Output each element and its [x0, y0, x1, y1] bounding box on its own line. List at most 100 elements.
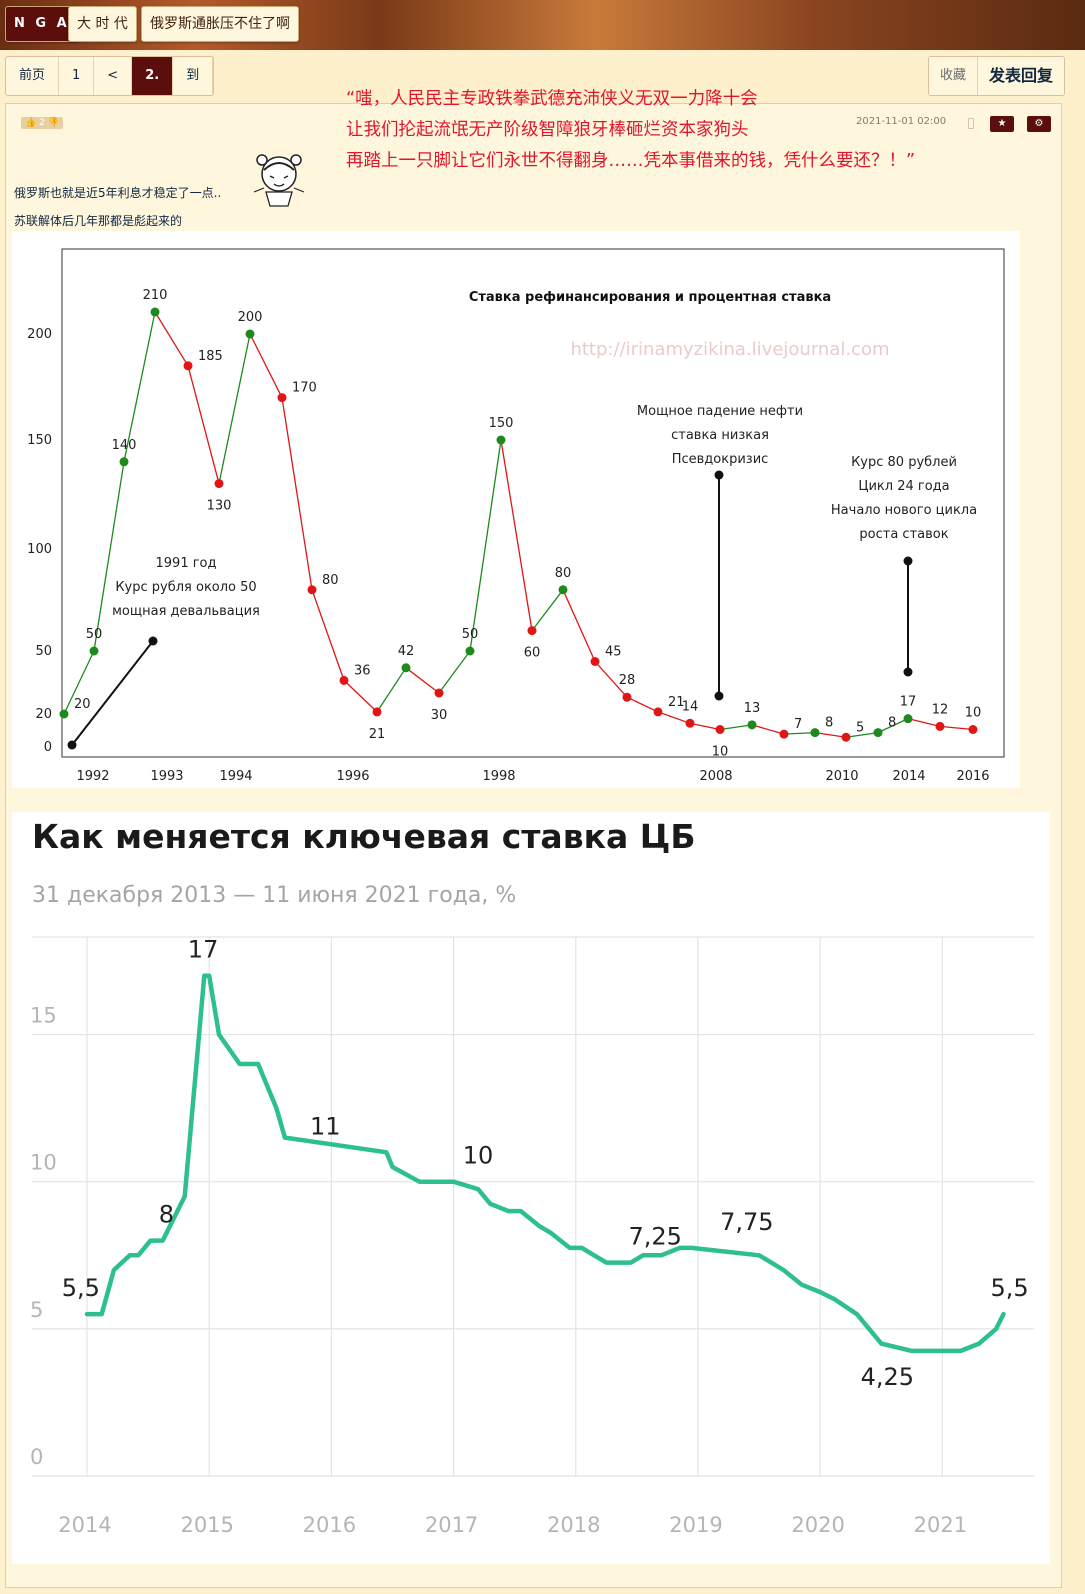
- series-segment: [877, 718, 909, 734]
- series-segment: [218, 333, 251, 484]
- favorite-button[interactable]: 收藏: [929, 57, 978, 95]
- data-point: [873, 728, 883, 738]
- phone-icon: [968, 118, 974, 129]
- reply-button[interactable]: 发表回复: [988, 66, 1053, 85]
- nga-logo[interactable]: N G A: [5, 6, 79, 42]
- breadcrumb-thread[interactable]: 俄罗斯通胀压不住了啊: [141, 6, 299, 42]
- data-point: [968, 725, 978, 734]
- x-tick-label: 1992: [76, 769, 109, 784]
- quote-line: “嗤，人民民主专政铁拳武德充沛侠义无双一力降十会: [346, 89, 758, 109]
- y-tick-label: 5: [30, 1298, 43, 1322]
- chart-title: Ставка рефинансирования и процентная ста…: [469, 290, 831, 305]
- data-point: [622, 692, 632, 702]
- data-point: [903, 714, 913, 724]
- x-tick-label: 2016: [956, 769, 989, 784]
- y-tick-label: 0: [44, 740, 52, 755]
- data-label: 8: [825, 716, 833, 731]
- gear-icon[interactable]: ⚙: [1027, 116, 1051, 132]
- plot-frame: [61, 248, 1005, 758]
- x-tick-label: 2016: [303, 1513, 356, 1537]
- x-tick-label: 1998: [482, 769, 515, 784]
- data-label: 4,25: [861, 1363, 914, 1391]
- data-point: [59, 709, 69, 719]
- data-label: 210: [143, 288, 168, 303]
- x-tick-label: 1996: [336, 769, 369, 784]
- data-label: 13: [744, 701, 761, 716]
- quote-line: 让我们抡起流氓无产阶级智障狼牙棒砸烂资本家狗头: [346, 120, 749, 140]
- series-segment: [626, 696, 659, 713]
- star-icon[interactable]: ★: [990, 116, 1014, 132]
- series-segment: [343, 679, 378, 713]
- annotation-line: [71, 640, 154, 746]
- data-label: 5: [856, 720, 864, 735]
- thumbs-down-icon: 👎: [47, 118, 59, 128]
- data-label: 21: [369, 727, 386, 742]
- data-point: [89, 646, 99, 656]
- series-segment: [783, 731, 816, 735]
- like-badge[interactable]: 👍 2 👎: [21, 117, 63, 129]
- refinancing-rate-chart: Ставка рефинансирования и процентная ста…: [12, 231, 1020, 788]
- data-label: 5,5: [62, 1274, 100, 1302]
- data-label: 60: [524, 646, 541, 661]
- data-point: [590, 657, 600, 666]
- data-label: 14: [682, 699, 699, 714]
- pager-goto[interactable]: 到: [173, 57, 214, 95]
- like-count: 2: [39, 118, 45, 128]
- annotation-point: [714, 470, 724, 480]
- data-label: 80: [322, 573, 339, 588]
- annotation-text: Курс 80 рублей: [851, 455, 957, 470]
- data-point: [307, 585, 317, 595]
- data-label: 28: [619, 673, 636, 688]
- y-tick-label: 0: [30, 1445, 43, 1469]
- series-segment: [123, 311, 156, 462]
- data-point: [119, 457, 129, 467]
- series-segment: [907, 718, 941, 728]
- series-segment: [154, 311, 189, 367]
- x-tick-label: 1994: [219, 769, 252, 784]
- annotation-point: [67, 740, 77, 750]
- data-label: 45: [605, 645, 622, 660]
- data-label: 130: [207, 499, 232, 514]
- data-label: 170: [292, 381, 317, 396]
- data-label: 10: [965, 706, 982, 721]
- series-segment: [594, 661, 628, 698]
- series-segment: [405, 667, 440, 694]
- y-tick-label: 150: [27, 433, 52, 448]
- pager-first[interactable]: 前页: [6, 57, 60, 95]
- data-point: [150, 307, 160, 317]
- data-label: 200: [238, 310, 263, 325]
- x-tick-label: 1993: [150, 769, 183, 784]
- x-tick-label: 2008: [699, 769, 732, 784]
- annotation-text: Псевдокризис: [672, 452, 769, 467]
- data-point: [214, 479, 224, 489]
- y-tick-label: 100: [27, 542, 52, 557]
- series-segment: [845, 731, 879, 738]
- x-tick-label: 2010: [825, 769, 858, 784]
- data-label: 36: [354, 663, 371, 678]
- post-text-line: 苏联解体后几年那都是彪起来的: [14, 214, 183, 228]
- data-label: 17: [900, 695, 917, 710]
- x-tick-label: 2017: [425, 1513, 478, 1537]
- data-point: [434, 688, 444, 698]
- data-point: [715, 725, 725, 734]
- data-label: 7,25: [628, 1223, 681, 1251]
- data-label: 11: [310, 1112, 341, 1140]
- breadcrumb-forum[interactable]: 大 时 代: [68, 6, 137, 42]
- data-point: [245, 329, 255, 339]
- series-segment: [438, 650, 471, 694]
- pager-prev[interactable]: <: [94, 57, 133, 95]
- pager-page-1[interactable]: 1: [59, 57, 95, 95]
- series-segment: [657, 711, 691, 724]
- annotation-point: [714, 691, 724, 701]
- data-label: 185: [198, 349, 223, 364]
- pager-current[interactable]: 2.: [132, 57, 174, 95]
- series-segment: [719, 724, 753, 731]
- chart-subtitle: 31 декабря 2013 — 11 июня 2021 года, %: [32, 883, 516, 908]
- chart-watermark: http://irinamyzikina.livejournal.com: [570, 339, 889, 360]
- data-point: [653, 707, 663, 717]
- key-rate-chart: Как меняется ключевая ставка ЦБ 31 декаб…: [12, 812, 1050, 1564]
- data-label: 21: [668, 695, 685, 710]
- series-segment: [311, 589, 345, 681]
- data-label: 5,5: [990, 1274, 1028, 1302]
- data-point: [779, 729, 789, 739]
